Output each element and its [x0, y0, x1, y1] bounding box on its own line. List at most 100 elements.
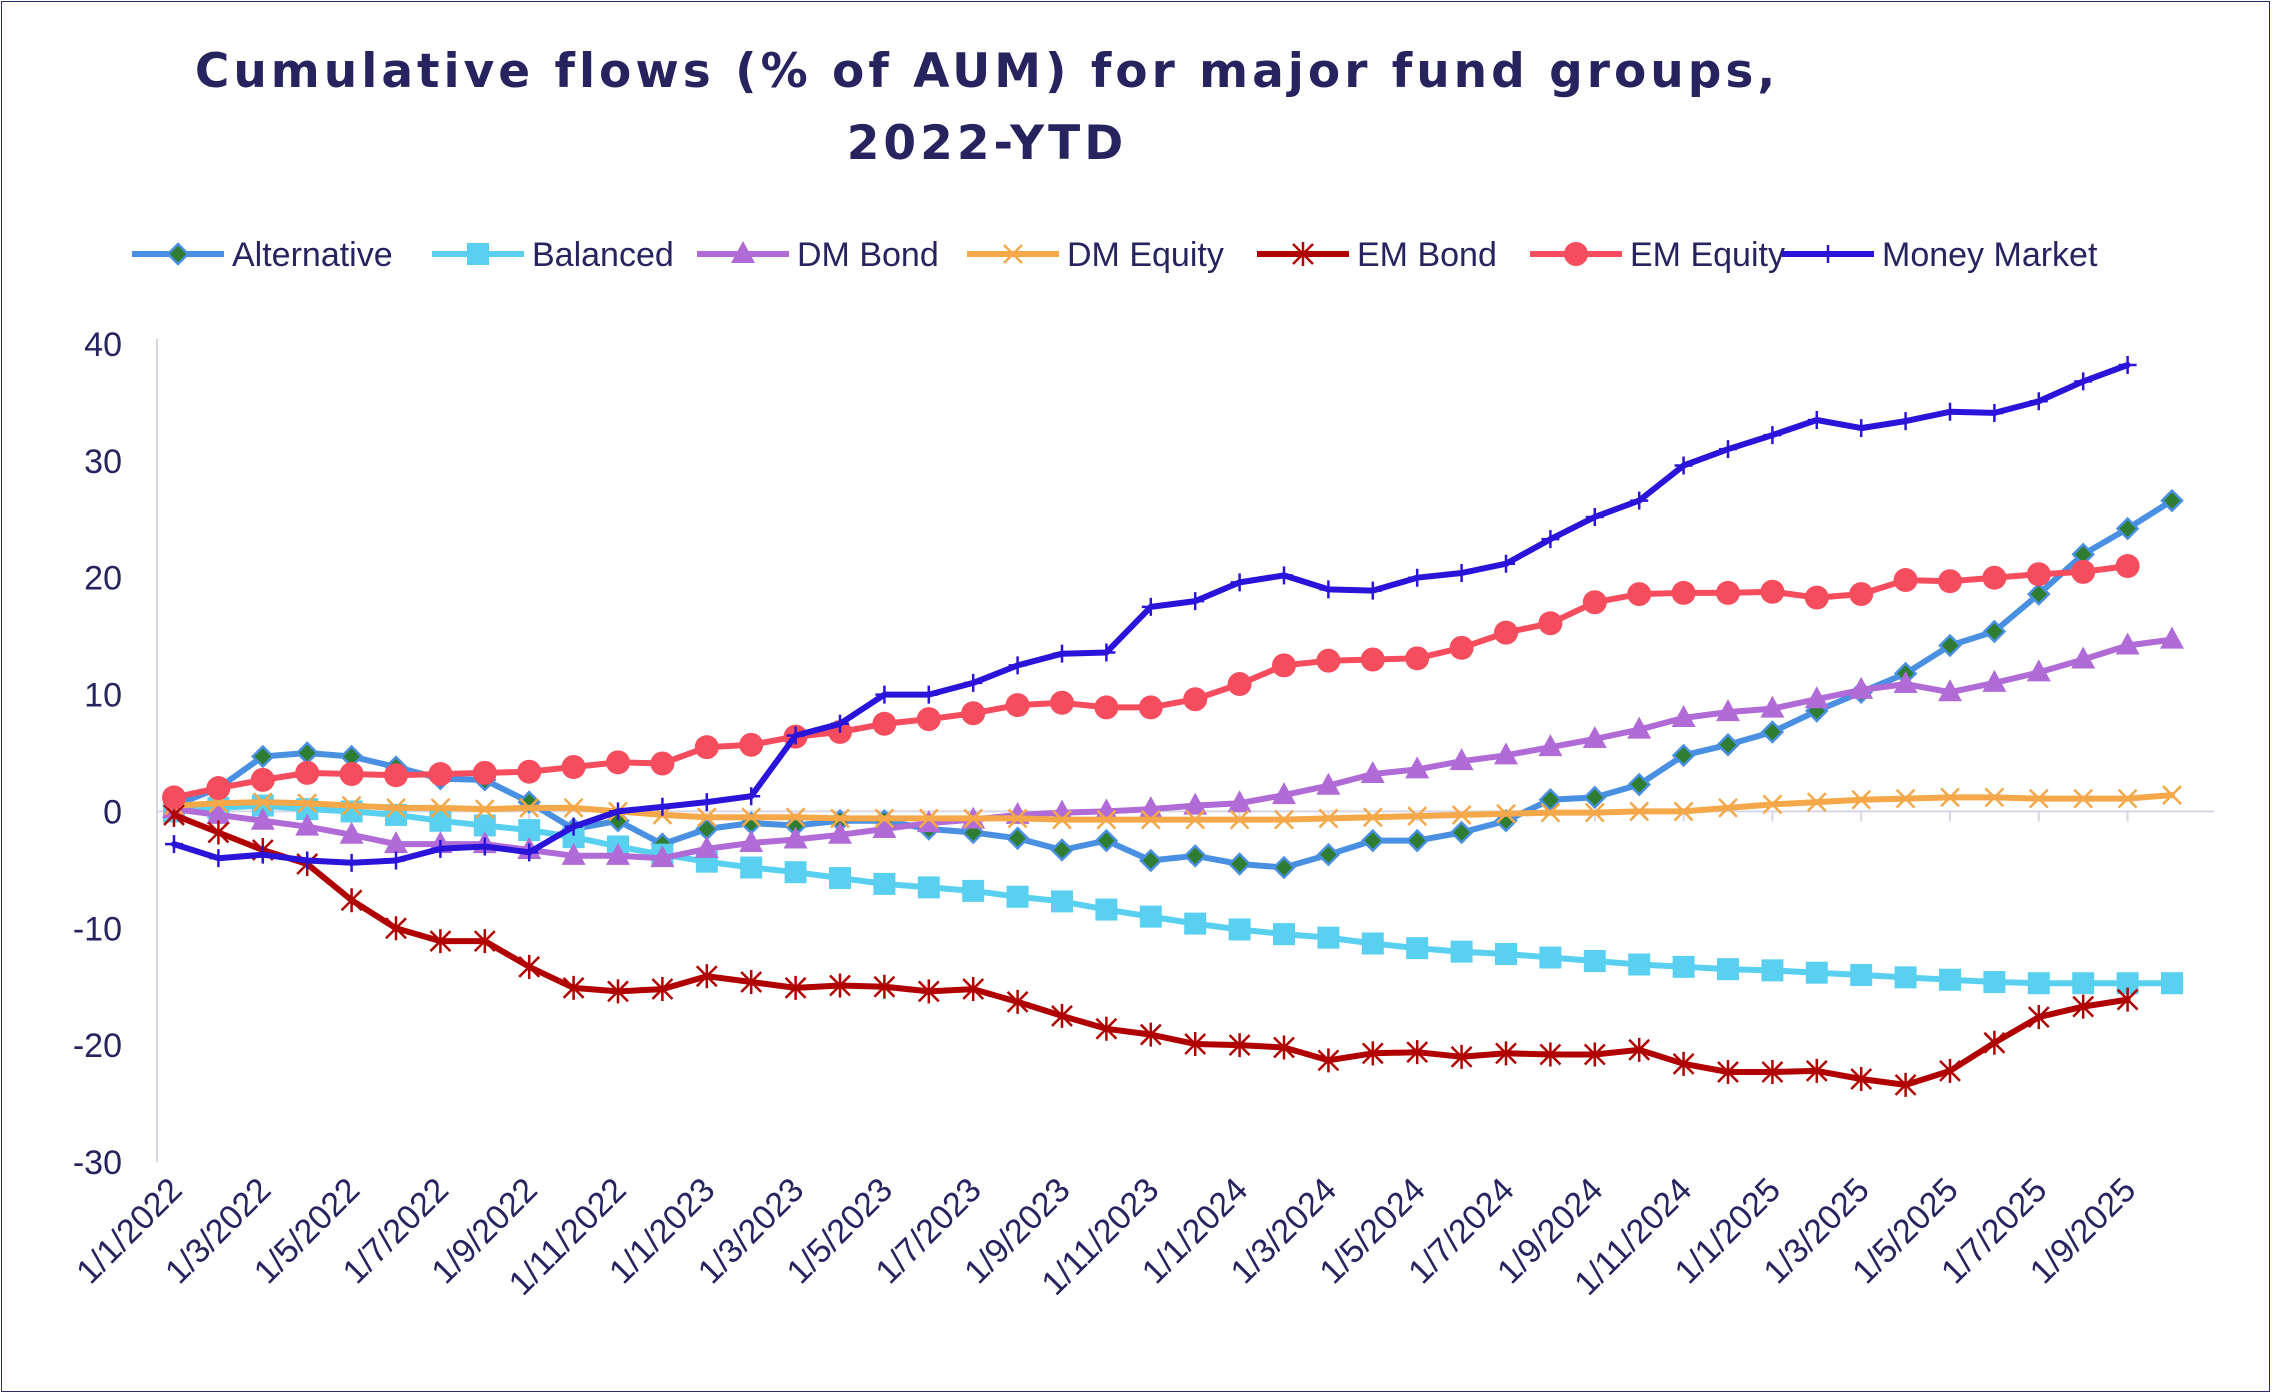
- data-point-money-market: [1452, 564, 1471, 583]
- data-point-em-bond: [1406, 1040, 1429, 1065]
- data-point-dm-equity: [1984, 787, 2005, 808]
- data-point-dm-bond: [1360, 761, 1385, 784]
- data-point-em-bond: [2027, 1005, 2050, 1030]
- data-point-em-equity: [2026, 562, 2051, 587]
- data-point-em-equity: [1094, 695, 1119, 720]
- data-point-em-bond: [1361, 1041, 1384, 1066]
- data-point-dm-equity: [1496, 803, 1516, 824]
- data-point-dm-equity: [1540, 802, 1561, 823]
- data-point-money-market: [1719, 440, 1737, 459]
- data-point-alternative: [2027, 582, 2051, 606]
- data-point-money-market: [1008, 656, 1027, 675]
- data-point-money-market: [653, 797, 672, 816]
- series-line-dm-equity: [171, 792, 2175, 823]
- legend-swatch-marker: [1819, 245, 1837, 263]
- data-point-money-market: [1053, 644, 1071, 663]
- data-point-balanced: [2116, 972, 2139, 995]
- data-point-em-equity: [1627, 582, 1652, 607]
- data-point-em-equity: [339, 762, 364, 787]
- legend-item-em-bond: EM Bond: [1257, 236, 1497, 274]
- data-point-dm-bond: [739, 829, 764, 852]
- y-tick-label: 20: [84, 560, 122, 598]
- data-point-em-equity: [472, 760, 497, 785]
- data-point-balanced: [1850, 964, 1873, 987]
- data-point-dm-bond: [1627, 716, 1652, 739]
- data-point-money-market: [1674, 456, 1693, 475]
- legend-swatch-marker: [731, 241, 755, 263]
- data-point-alternative: [1671, 743, 1696, 768]
- legend-label: Balanced: [532, 236, 674, 274]
- data-point-money-market: [742, 787, 761, 806]
- data-point-dm-equity: [1052, 809, 1072, 830]
- data-point-dm-equity: [1318, 808, 1339, 829]
- data-point-dm-equity: [830, 808, 850, 829]
- data-point-em-equity: [295, 760, 320, 785]
- data-point-money-market: [209, 849, 228, 868]
- data-point-dm-equity: [519, 798, 540, 818]
- data-point-dm-equity: [696, 807, 717, 828]
- data-point-dm-bond: [606, 842, 630, 865]
- data-point-em-bond: [1317, 1048, 1340, 1073]
- data-point-balanced: [1894, 966, 1917, 989]
- data-point-money-market: [298, 851, 317, 870]
- data-point-balanced: [1139, 905, 1162, 928]
- data-point-em-equity: [694, 735, 719, 760]
- data-point-dm-bond: [561, 842, 586, 865]
- data-point-em-bond: [1805, 1058, 1828, 1083]
- y-tick-label: 40: [84, 326, 122, 364]
- data-point-money-market: [1186, 592, 1205, 611]
- y-tick-label: -10: [73, 910, 122, 948]
- data-point-alternative: [1494, 809, 1518, 833]
- legend-label: DM Equity: [1067, 236, 1224, 274]
- data-point-alternative: [1716, 733, 1740, 757]
- data-point-dm-bond: [1272, 782, 1296, 805]
- data-point-money-market: [2118, 356, 2137, 375]
- data-point-em-bond: [873, 974, 896, 999]
- data-point-money-market: [1985, 403, 2004, 422]
- data-point-em-equity: [1716, 580, 1740, 605]
- data-point-em-equity: [1227, 672, 1252, 697]
- y-tick-label: 30: [84, 443, 122, 481]
- data-point-dm-equity: [1451, 805, 1472, 825]
- data-point-em-equity: [1671, 580, 1696, 605]
- data-point-balanced: [2027, 972, 2050, 995]
- data-point-em-bond: [2116, 987, 2139, 1012]
- series-dm-equity: [164, 785, 2182, 830]
- data-point-dm-bond: [2115, 632, 2140, 655]
- data-point-em-equity: [1138, 695, 1163, 720]
- data-point-dm-bond: [1494, 742, 1518, 765]
- data-point-em-bond: [1583, 1042, 1606, 1067]
- data-point-em-equity: [1849, 582, 1874, 607]
- data-point-money-market: [1896, 412, 1915, 431]
- data-point-em-equity: [1938, 569, 1962, 594]
- data-point-dm-equity: [386, 798, 406, 818]
- data-point-dm-equity: [1806, 792, 1827, 812]
- data-point-dm-equity: [2073, 788, 2094, 809]
- data-point-em-bond: [695, 964, 718, 989]
- data-point-dm-equity: [1940, 787, 1960, 808]
- data-point-balanced: [1228, 918, 1251, 941]
- data-point-money-market: [964, 673, 983, 692]
- data-point-em-bond: [1717, 1060, 1739, 1085]
- data-point-balanced: [1583, 950, 1606, 973]
- data-point-alternative: [1094, 828, 1119, 853]
- data-point-money-market: [1230, 573, 1249, 592]
- data-point-em-equity: [162, 785, 186, 810]
- data-point-em-bond: [429, 929, 452, 954]
- data-point-dm-equity: [1274, 809, 1294, 830]
- data-point-dm-equity: [2117, 788, 2138, 809]
- data-point-dm-bond: [1183, 792, 1208, 815]
- data-point-em-equity: [606, 750, 630, 775]
- data-point-money-market: [165, 835, 183, 854]
- data-point-dm-equity: [1584, 802, 1605, 823]
- data-point-dm-bond: [1849, 676, 1874, 699]
- data-point-em-bond: [340, 888, 363, 913]
- data-point-money-market: [1585, 507, 1604, 526]
- chart-title: Cumulative flows (% of AUM) for major fu…: [2, 36, 1972, 180]
- data-point-money-market: [919, 685, 938, 704]
- data-point-balanced: [873, 872, 896, 895]
- legend-label: DM Bond: [797, 236, 939, 274]
- data-point-money-market: [1097, 643, 1116, 662]
